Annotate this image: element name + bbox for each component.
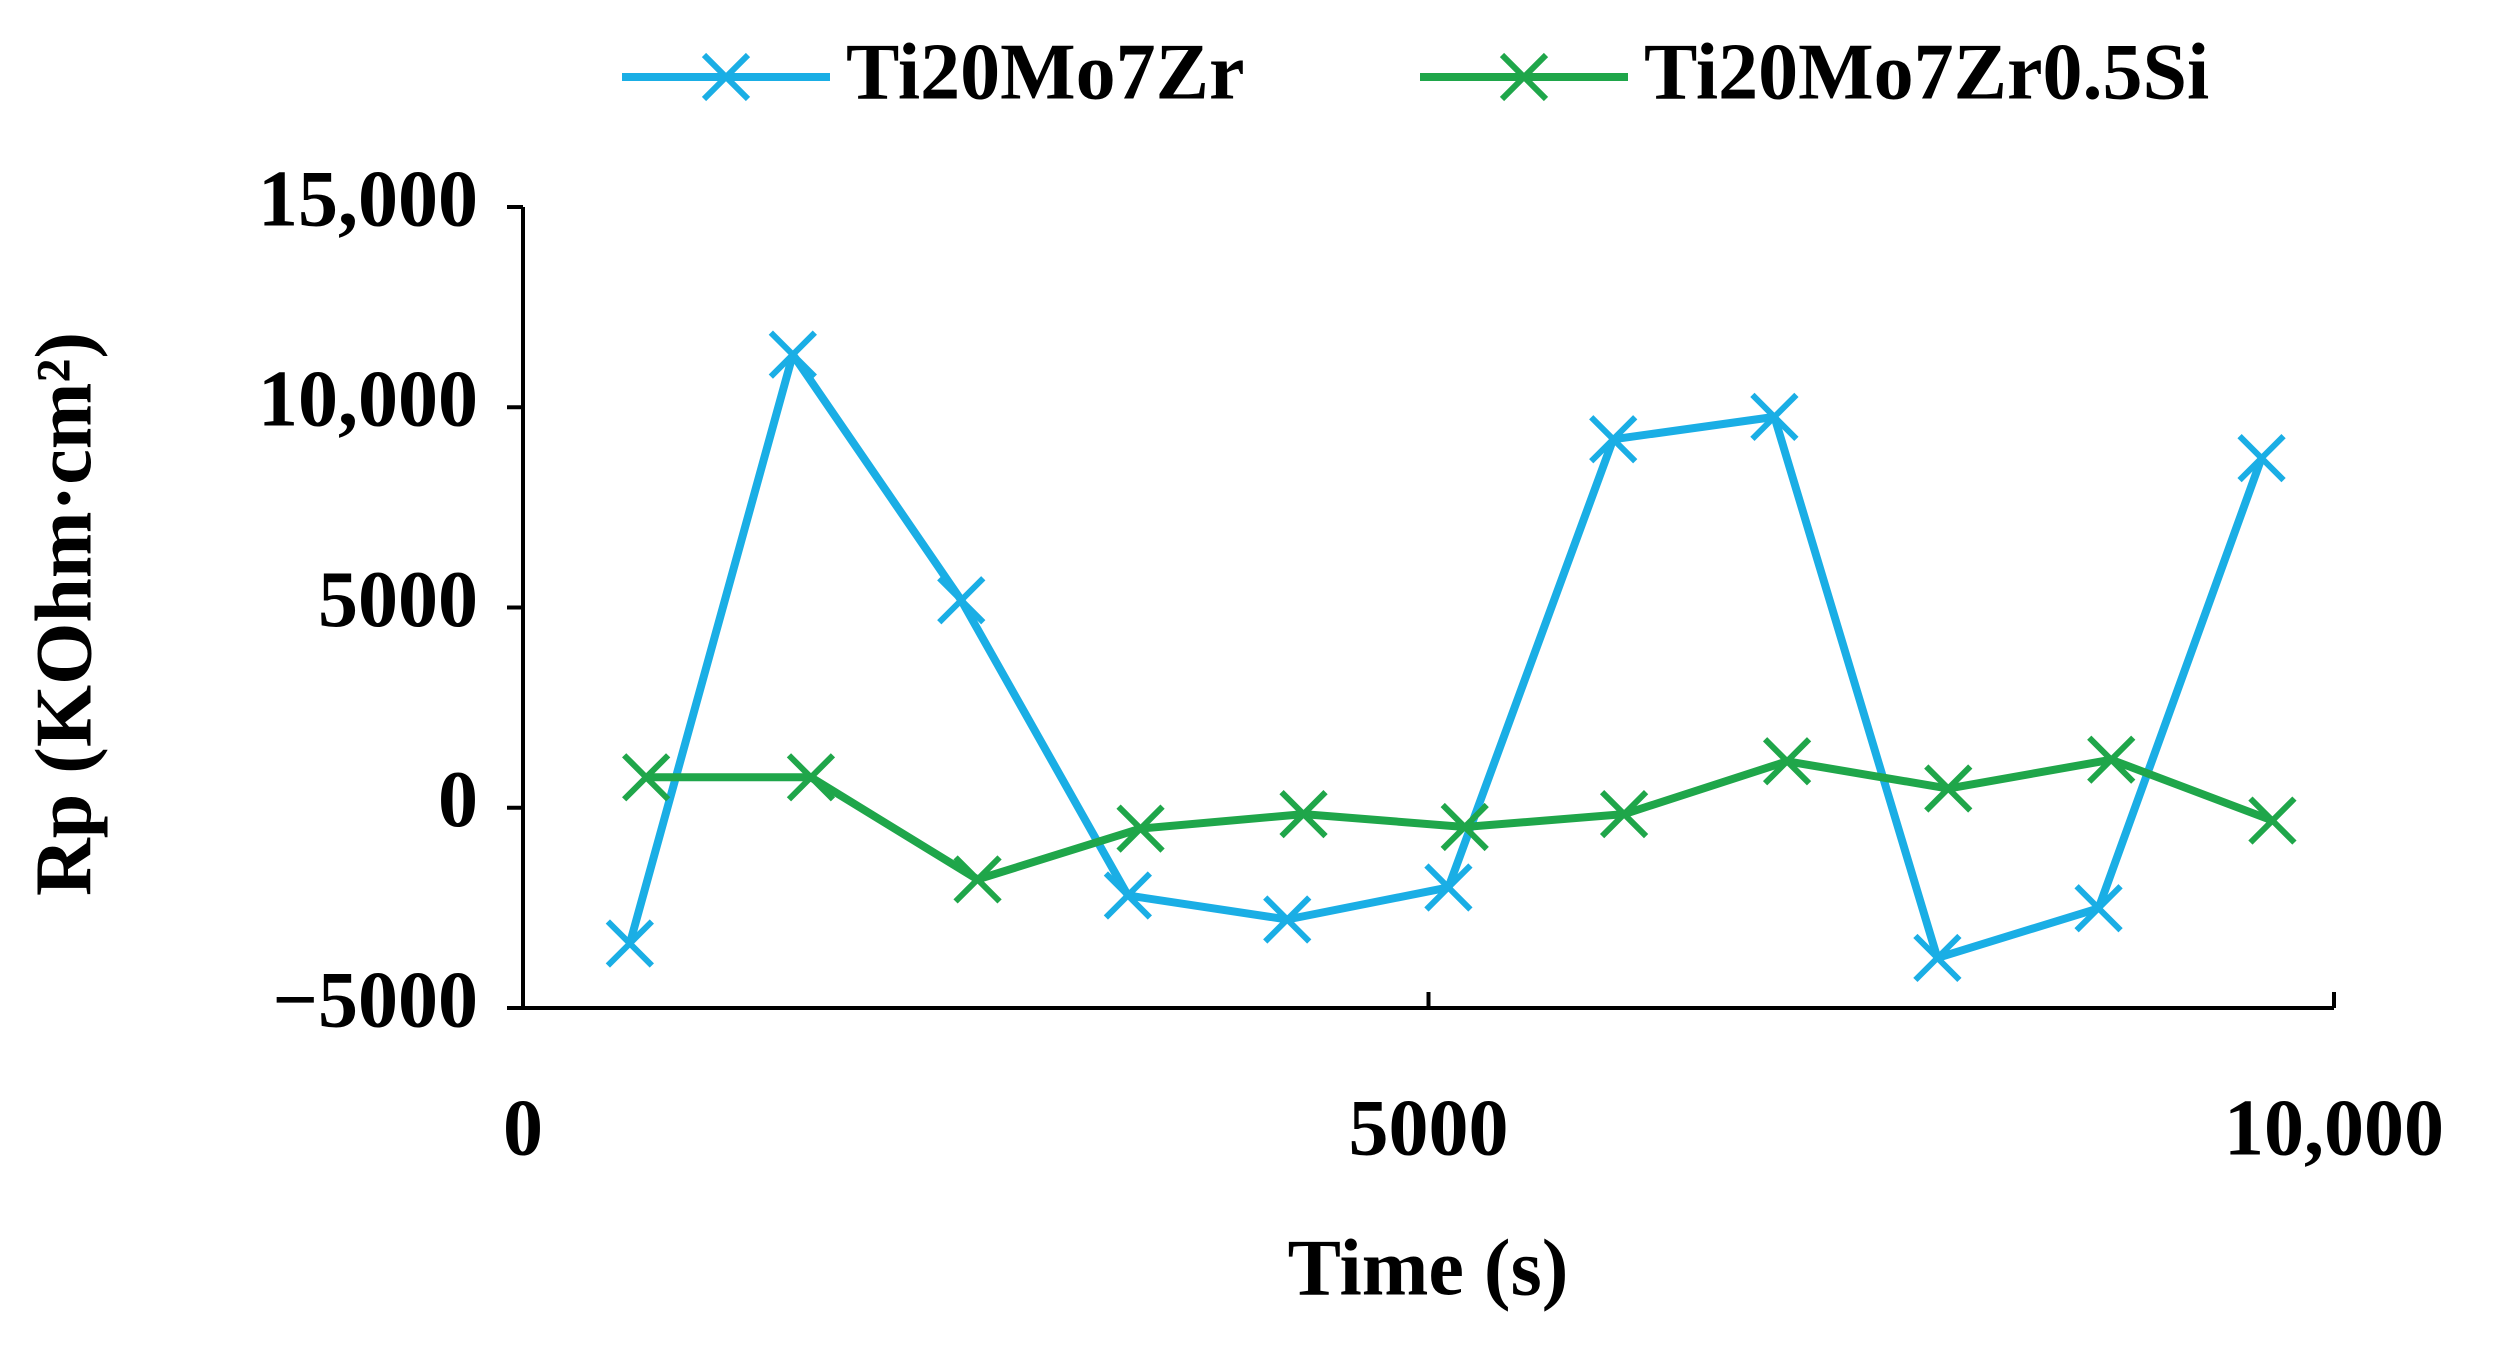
data-point xyxy=(953,855,1002,904)
data-point xyxy=(2237,433,2286,483)
data-point xyxy=(1103,871,1152,920)
legend-label: Ti20Mo7Zr xyxy=(846,28,1245,116)
y-tick-label: 15,000 xyxy=(258,155,478,243)
data-point xyxy=(1589,415,1638,464)
data-point xyxy=(1599,790,1649,839)
y-tick-label: 0 xyxy=(438,756,478,844)
data-point xyxy=(2087,735,2136,784)
data-point xyxy=(1279,790,1328,839)
data-point xyxy=(1924,764,1973,813)
x-tick-label: 5000 xyxy=(1349,1084,1509,1172)
x-tick-label: 10,000 xyxy=(2224,1084,2444,1172)
y-tick-label: 5000 xyxy=(318,556,478,644)
data-point xyxy=(2248,796,2297,845)
x-tick-label: 0 xyxy=(503,1084,543,1172)
data-point xyxy=(1762,737,1812,786)
data-point xyxy=(1750,392,1799,441)
data-point xyxy=(786,753,836,802)
y-tick-label: −5000 xyxy=(272,956,478,1044)
data-point xyxy=(1116,804,1165,853)
data-point xyxy=(605,919,654,968)
y-tick-label: 10,000 xyxy=(258,356,478,444)
data-point xyxy=(1424,863,1473,912)
data-point xyxy=(1440,802,1489,852)
legend-label: Ti20Mo7Zr0.5Si xyxy=(1644,28,2209,116)
data-point xyxy=(1263,895,1312,944)
data-point xyxy=(622,753,671,802)
series-line xyxy=(625,350,2266,962)
data-point xyxy=(937,576,986,625)
data-point xyxy=(1913,933,1962,983)
data-point xyxy=(768,330,817,379)
x-axis-label: Time (s) xyxy=(1288,1224,1569,1312)
data-point xyxy=(2074,884,2123,933)
y-axis-label: Rp (KOhm·cm²) xyxy=(20,332,108,896)
legend-marker xyxy=(1499,52,1549,102)
legend-marker xyxy=(701,52,751,102)
